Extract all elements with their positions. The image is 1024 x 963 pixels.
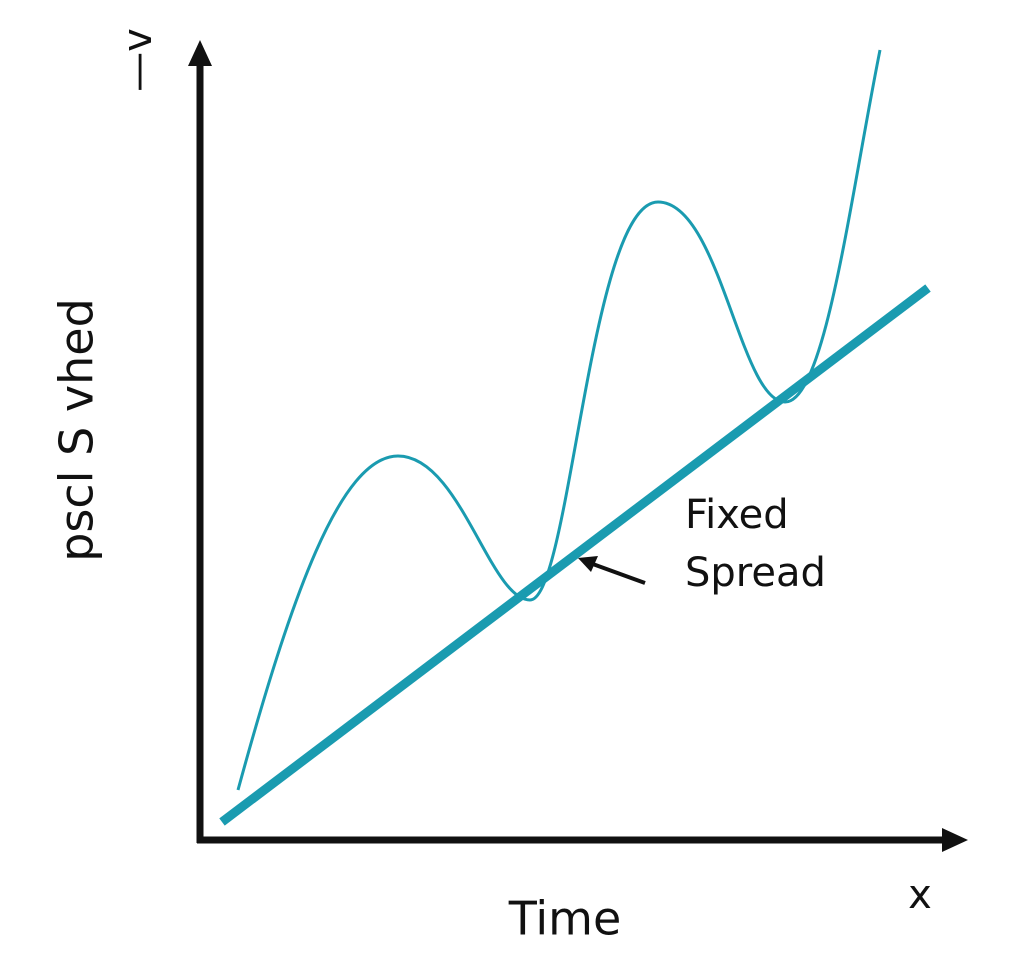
y-axis-label: pscl S vhed — [50, 298, 104, 562]
x-axis-label: Time — [508, 892, 622, 946]
annotation-arrow-head — [578, 556, 598, 572]
fixed-spread-line — [219, 284, 931, 826]
y-axis-top-label: —v — [115, 28, 161, 92]
x-axis-end-label: x — [908, 872, 932, 918]
annotation-line: Fixed — [685, 492, 789, 538]
annotation-line: Spread — [685, 550, 826, 596]
annotation-arrow — [589, 561, 646, 585]
y-axis-arrow — [188, 40, 212, 66]
x-axis-arrow — [942, 828, 968, 852]
variable-curve — [236, 49, 882, 791]
